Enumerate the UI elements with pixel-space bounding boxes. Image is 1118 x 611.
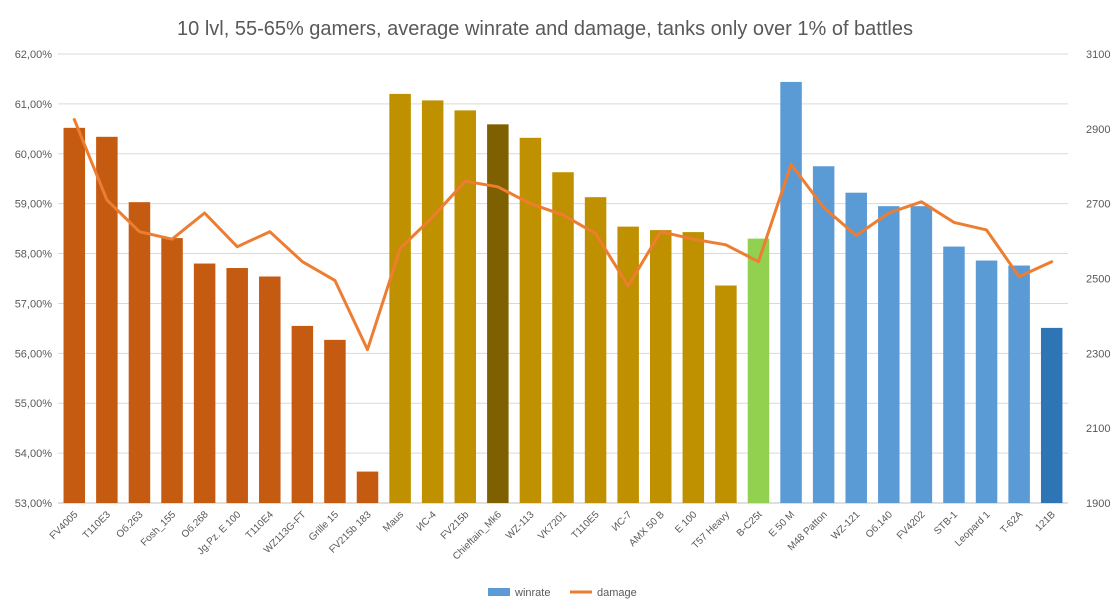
winrate-bar [780,81,802,503]
y-left-tick-label: 55,00% [15,398,53,410]
winrate-bar [63,127,86,503]
legend-damage-label: damage [597,587,637,599]
x-tick-label: AMX 50 B [627,509,667,549]
y-left-tick-label: 58,00% [15,249,53,261]
bars [63,81,1063,504]
winrate-bar [356,471,379,503]
winrate-bar [324,339,346,503]
winrate-bar [291,325,314,503]
winrate-bar [715,285,737,503]
winrate-bar [878,206,900,503]
y-left-tick-label: 56,00% [15,348,53,360]
winrate-bar [128,202,151,504]
winrate-bar [161,238,183,503]
winrate-bar [226,268,248,503]
damage-line [72,118,1054,352]
damage-series-line [72,118,1054,352]
winrate-bar [1008,265,1030,503]
y-right-tick-label: 2300 [1086,348,1110,360]
x-tick-label: FV215b [439,509,472,542]
x-tick-label: T-62A [999,509,1026,536]
chart-title: 10 lvl, 55-65% gamers, average winrate a… [177,18,913,40]
y-left-tick-label: 62,00% [15,49,53,61]
x-tick-label: T110E4 [244,509,276,541]
winrate-bar [584,197,607,504]
x-tick-label: Fosh_155 [139,509,179,549]
legend-winrate-swatch [488,588,510,596]
x-tick-label: Об.268 [179,508,211,540]
y-axis-left: 53,00% 54,00% 55,00% 56,00% 57,00% 58,00% 59,0… [15,49,53,510]
winrate-bar [747,238,770,504]
winrate-bar [1040,327,1063,503]
y-left-tick-label: 59,00% [15,199,53,211]
y-left-tick-label: 61,00% [15,99,53,111]
x-tick-label: T110E5 [570,509,602,541]
winrate-bar [389,93,411,504]
y-left-tick-label: 60,00% [15,149,53,161]
winrate-bar [649,230,672,503]
y-right-tick-label: 2500 [1086,274,1110,286]
x-tick-label: T110E3 [81,509,113,541]
x-tick-label: B-C25t [735,509,765,539]
y-left-tick-label: 53,00% [15,498,53,510]
x-tick-label: Об.263 [114,508,146,540]
y-right-tick-label: 2900 [1086,124,1110,136]
winrate-bar [421,100,444,503]
winrate-bar [193,263,216,503]
winrate-bar [943,246,965,503]
winrate-bar [910,206,933,503]
x-tick-label: Maus [381,509,406,534]
x-tick-label: Leopard 1 [953,509,993,549]
y-left-tick-label: 54,00% [15,448,53,460]
x-tick-label: Об.140 [863,508,895,540]
x-tick-label: ИС-7 [610,509,635,534]
y-left-tick-label: 57,00% [15,298,53,310]
x-tick-label: 121B [1034,509,1059,534]
winrate-bar [259,276,281,503]
x-tick-label: STB-1 [932,509,960,537]
winrate-bar [552,172,574,503]
y-right-tick-label: 2700 [1086,199,1110,211]
y-right-tick-label: 2100 [1086,423,1110,435]
winrate-bar [96,136,118,503]
y-right-tick-label: 1900 [1086,498,1110,510]
legend-winrate-label: winrate [514,587,550,599]
x-tick-label: WZ-121 [829,509,862,542]
x-tick-label: WZ-113 [504,509,537,542]
winrate-bar [617,226,639,504]
winrate-bar [812,166,835,503]
x-tick-label: VK7201 [536,509,569,542]
x-tick-label: E 100 [673,509,700,536]
winrate-bar [975,260,998,503]
legend: winrate damage [488,587,637,599]
winrate-bar [519,137,542,503]
x-tick-label: FV4202 [895,509,928,542]
winrate-bar [845,192,867,504]
y-right-tick-label: 3100 [1086,49,1110,61]
y-axis-right: 1900 2100 2300 2500 2700 2900 3100 [1086,49,1110,510]
x-tick-label: FV4005 [48,509,81,542]
x-tick-label: ИС-4 [415,509,440,534]
x-tick-label: E 50 M [767,509,797,539]
winrate-bar [454,110,477,503]
winrate-bar [487,124,509,504]
winrate-bar [682,232,705,503]
